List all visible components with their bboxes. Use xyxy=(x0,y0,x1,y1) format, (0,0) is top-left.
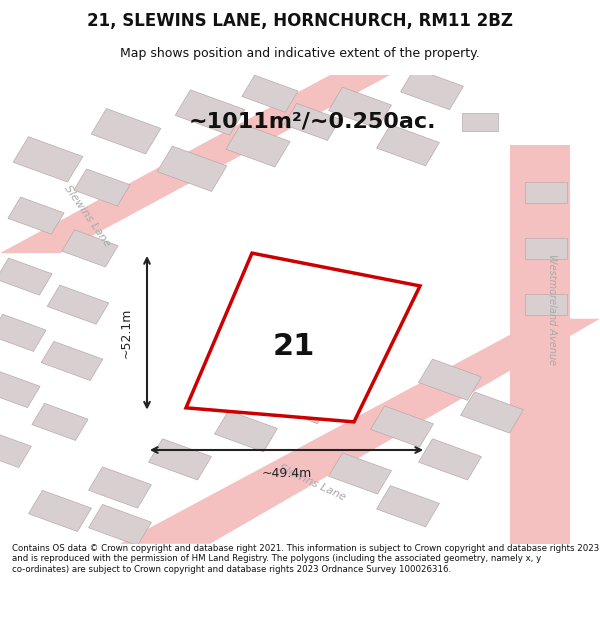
Polygon shape xyxy=(377,125,439,166)
Polygon shape xyxy=(74,169,130,206)
Polygon shape xyxy=(0,432,31,468)
Text: Slewins Lane: Slewins Lane xyxy=(277,463,347,503)
Polygon shape xyxy=(284,103,340,141)
Polygon shape xyxy=(29,491,91,531)
Polygon shape xyxy=(525,294,567,315)
Text: 21: 21 xyxy=(273,332,315,361)
Polygon shape xyxy=(510,145,570,544)
Text: ~1011m²/~0.250ac.: ~1011m²/~0.250ac. xyxy=(188,112,436,132)
Polygon shape xyxy=(91,109,161,154)
Text: ~49.4m: ~49.4m xyxy=(262,467,311,480)
Text: 21, SLEWINS LANE, HORNCHURCH, RM11 2BZ: 21, SLEWINS LANE, HORNCHURCH, RM11 2BZ xyxy=(87,12,513,30)
Polygon shape xyxy=(377,486,439,527)
Polygon shape xyxy=(401,69,463,109)
Polygon shape xyxy=(462,112,498,131)
Polygon shape xyxy=(186,253,420,422)
Polygon shape xyxy=(47,285,109,324)
Text: Westmoreland Avenue: Westmoreland Avenue xyxy=(547,254,557,365)
Text: Map shows position and indicative extent of the property.: Map shows position and indicative extent… xyxy=(120,48,480,61)
Polygon shape xyxy=(371,406,433,447)
Text: ~52.1m: ~52.1m xyxy=(119,308,133,358)
Polygon shape xyxy=(525,238,567,259)
Polygon shape xyxy=(461,392,523,433)
Polygon shape xyxy=(269,382,331,424)
Polygon shape xyxy=(0,258,52,295)
Polygon shape xyxy=(226,124,290,167)
Polygon shape xyxy=(41,341,103,381)
Text: Slewins Lane: Slewins Lane xyxy=(62,183,112,248)
Polygon shape xyxy=(32,403,88,441)
Polygon shape xyxy=(13,137,83,182)
Polygon shape xyxy=(0,314,46,351)
Polygon shape xyxy=(89,467,151,508)
Polygon shape xyxy=(0,75,390,253)
Polygon shape xyxy=(242,75,298,112)
Polygon shape xyxy=(419,359,481,400)
Polygon shape xyxy=(62,230,118,267)
Text: Contains OS data © Crown copyright and database right 2021. This information is : Contains OS data © Crown copyright and d… xyxy=(12,544,599,574)
Polygon shape xyxy=(8,197,64,234)
Polygon shape xyxy=(525,182,567,203)
Polygon shape xyxy=(215,411,277,452)
Polygon shape xyxy=(157,146,227,191)
Polygon shape xyxy=(329,88,391,128)
Polygon shape xyxy=(329,453,391,494)
Polygon shape xyxy=(0,371,40,408)
Polygon shape xyxy=(149,439,211,480)
Polygon shape xyxy=(89,504,151,546)
Polygon shape xyxy=(175,90,245,135)
Polygon shape xyxy=(419,439,481,480)
Polygon shape xyxy=(120,319,600,544)
